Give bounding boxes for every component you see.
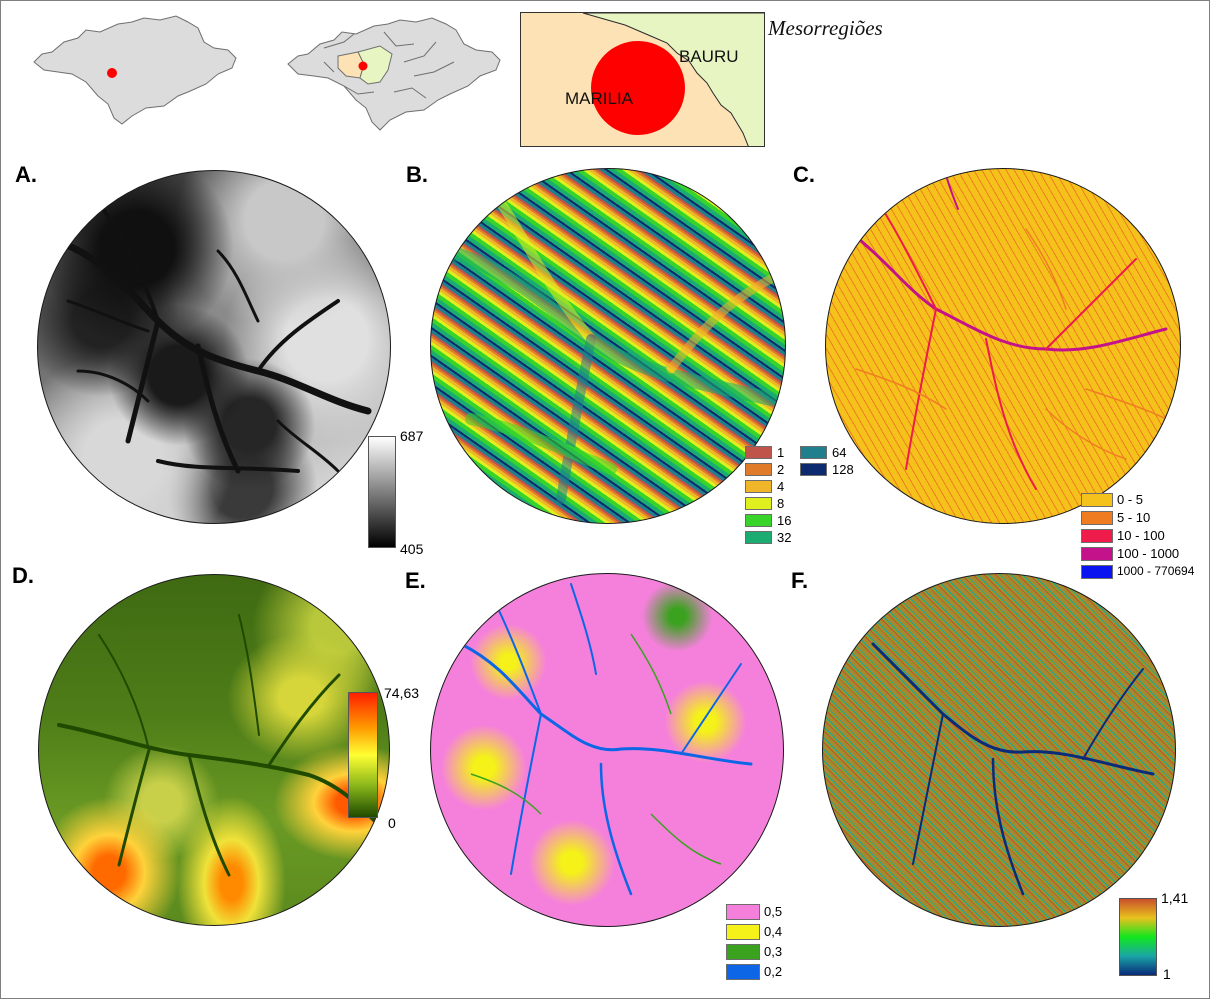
legend-swatch-b-2 [745, 463, 772, 476]
legend-swatch-c-1 [1081, 493, 1113, 507]
legend-swatch-b-8 [800, 463, 827, 476]
locator-map-mesoregions [284, 12, 506, 136]
legend-label-b-4: 8 [777, 496, 785, 511]
legend-label-e-3: 0,3 [764, 944, 783, 959]
legend-label-b-8: 128 [832, 462, 854, 477]
legend-swatch-b-3 [745, 480, 772, 493]
inset-zoom-map: BAURU MARILIA [520, 12, 765, 147]
locator-map-state [28, 12, 242, 130]
legend-label-b-1: 1 [777, 445, 785, 460]
study-area-marker [358, 61, 368, 71]
sao-paulo-state-outline [33, 15, 237, 125]
legend-swatch-b-6 [745, 531, 772, 544]
legend-label-e-1: 0,5 [764, 904, 783, 919]
mesoregions-outline [287, 17, 501, 131]
legend-ramp-min-elevation: 405 [400, 541, 424, 557]
panel-letter-e: E. [405, 568, 426, 593]
legend-label-b-6: 32 [777, 530, 792, 545]
legend-ramp-max-slope: 74,63 [384, 685, 420, 701]
region-label-bauru: BAURU [679, 47, 739, 66]
legend-label-b-5: 16 [777, 513, 792, 528]
legend-swatch-c-3 [1081, 529, 1113, 543]
legend-ramp-slope [348, 692, 378, 818]
panel-letter-c: C. [793, 162, 815, 187]
legend-label-c-2: 5 - 10 [1117, 510, 1151, 525]
legend-ramp-min-ratio: 1 [1163, 966, 1171, 982]
legend-swatch-e-4 [726, 964, 760, 980]
map-disk-classes [430, 573, 784, 927]
legend-ramp-max-elevation: 687 [400, 428, 424, 444]
legend-label-b-2: 2 [777, 462, 785, 477]
study-area-marker [107, 68, 117, 78]
panel-letter-b: B. [406, 162, 428, 187]
legend-swatch-b-5 [745, 514, 772, 527]
panel-letter-d: D. [12, 563, 34, 588]
legend-swatch-b-4 [745, 497, 772, 510]
map-disk-flow-accumulation [825, 168, 1181, 524]
map-disk-flow-direction [430, 168, 786, 524]
map-disk-ratio [822, 573, 1176, 927]
legend-swatch-b-7 [800, 446, 827, 459]
bauru-region-fill [582, 13, 764, 146]
legend-ramp-max-ratio: 1,41 [1161, 890, 1189, 906]
legend-swatch-c-4 [1081, 547, 1113, 561]
legend-swatch-c-2 [1081, 511, 1113, 525]
legend-label-c-5: 1000 - 770694 [1117, 564, 1195, 578]
map-disk-slope [38, 574, 390, 926]
legend-label-e-4: 0,2 [764, 964, 783, 979]
map-disk-elevation [37, 170, 391, 524]
legend-swatch-e-2 [726, 924, 760, 940]
legend-swatch-c-5 [1081, 565, 1113, 579]
study-area-circle [591, 41, 685, 135]
legend-ramp-ratio [1119, 898, 1157, 976]
legend-swatch-b-1 [745, 446, 772, 459]
inset-title: Mesorregiões [768, 16, 883, 40]
region-label-marilia: MARILIA [565, 89, 634, 108]
legend-ramp-elevation [368, 436, 396, 548]
legend-label-c-1: 0 - 5 [1117, 492, 1144, 507]
legend-label-b-7: 64 [832, 445, 847, 460]
legend-label-b-3: 4 [777, 479, 785, 494]
legend-label-e-2: 0,4 [764, 924, 783, 939]
legend-swatch-e-3 [726, 944, 760, 960]
legend-ramp-min-slope: 0 [388, 815, 396, 831]
panel-letter-f: F. [791, 568, 809, 593]
legend-label-c-3: 10 - 100 [1117, 528, 1165, 543]
legend-swatch-e-1 [726, 904, 760, 920]
legend-label-c-4: 100 - 1000 [1117, 546, 1180, 561]
panel-letter-a: A. [15, 162, 37, 187]
